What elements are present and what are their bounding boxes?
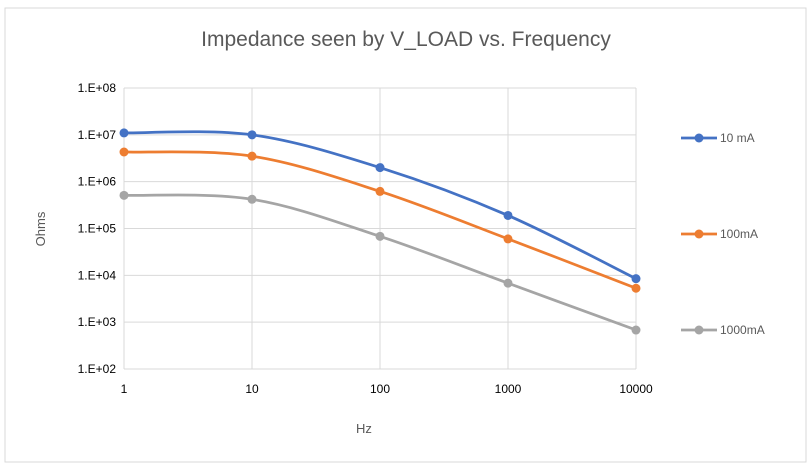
- x-tick-label: 10: [245, 382, 259, 396]
- series-1: [119, 147, 641, 293]
- data-point: [503, 278, 513, 288]
- legend-marker: [694, 325, 704, 335]
- legend-label: 100mA: [720, 227, 758, 241]
- data-point: [119, 147, 129, 157]
- x-tick-label: 10000: [619, 382, 653, 396]
- data-point: [119, 128, 129, 138]
- data-point: [503, 234, 513, 244]
- y-tick-label: 1.E+04: [78, 268, 117, 282]
- legend-marker: [694, 229, 704, 239]
- legend: 10 mA 100mA 1000mA: [681, 131, 765, 337]
- legend-marker: [694, 133, 704, 143]
- data-point: [375, 231, 385, 241]
- legend-item: 100mA: [681, 227, 758, 241]
- y-tick-label: 1.E+02: [78, 362, 117, 376]
- x-tick-label: 100: [370, 382, 390, 396]
- data-point: [631, 283, 641, 293]
- y-tick-label: 1.E+06: [78, 175, 117, 189]
- y-tick-label: 1.E+07: [78, 128, 117, 142]
- chart-frame: [4, 7, 807, 463]
- x-tick-label: 1000: [495, 382, 522, 396]
- data-point: [119, 190, 129, 200]
- y-axis-label: Ohms: [33, 211, 48, 246]
- data-point: [247, 194, 257, 204]
- x-tick-label: 1: [121, 382, 128, 396]
- data-point: [631, 325, 641, 335]
- legend-label: 1000mA: [720, 323, 765, 337]
- data-point: [375, 163, 385, 173]
- x-axis-label: Hz: [356, 421, 372, 436]
- chart-title: Impedance seen by V_LOAD vs. Frequency: [201, 28, 611, 51]
- data-point: [247, 130, 257, 140]
- data-point: [503, 210, 513, 220]
- series-0: [119, 128, 641, 284]
- legend-item: 10 mA: [681, 131, 755, 145]
- y-tick-label: 1.E+03: [78, 315, 117, 329]
- legend-item: 1000mA: [681, 323, 765, 337]
- y-tick-label: 1.E+08: [78, 81, 117, 95]
- y-tick-label: 1.E+05: [78, 222, 117, 236]
- series-lines: [119, 128, 641, 335]
- data-point: [375, 186, 385, 196]
- series-2: [119, 190, 641, 335]
- data-point: [631, 274, 641, 284]
- data-point: [247, 151, 257, 161]
- legend-label: 10 mA: [720, 131, 755, 145]
- tick-labels: 1.E+02 1.E+03 1.E+04 1.E+05 1.E+06 1.E+07 1.E+…: [78, 81, 653, 396]
